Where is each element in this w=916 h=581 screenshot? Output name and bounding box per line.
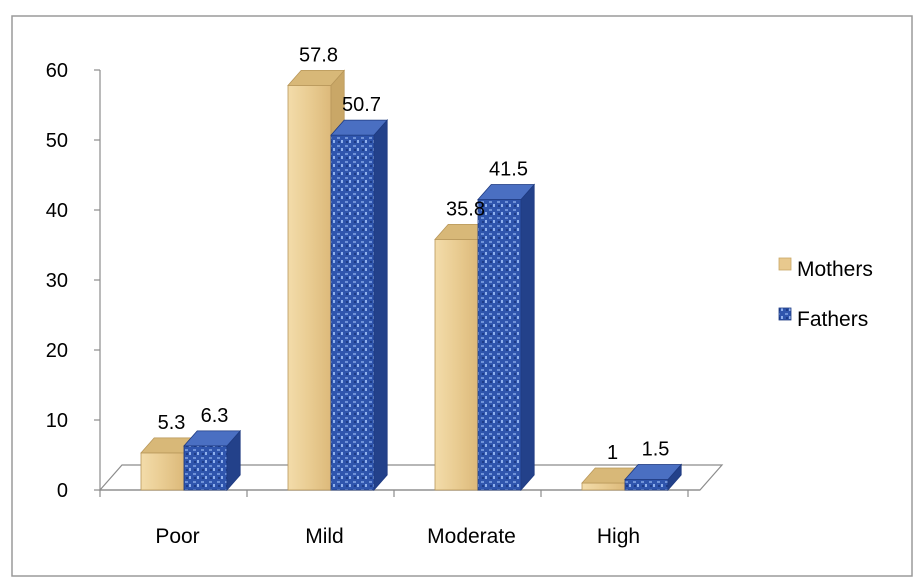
data-label: 1 xyxy=(607,442,618,464)
data-label: 57.8 xyxy=(299,44,338,66)
bar-front-face xyxy=(582,483,625,490)
y-tick-label: 20 xyxy=(46,340,68,362)
y-tick-label: 50 xyxy=(46,130,68,152)
legend-label-mothers: Mothers xyxy=(797,258,873,281)
bar-side-face xyxy=(374,120,387,490)
data-label: 35.8 xyxy=(446,198,485,220)
y-tick-label: 30 xyxy=(46,270,68,292)
bar-fathers xyxy=(331,120,387,490)
data-label: 50.7 xyxy=(342,94,381,116)
y-tick-label: 60 xyxy=(46,60,68,82)
x-tick-label: High xyxy=(597,525,640,548)
data-label: 6.3 xyxy=(201,405,229,427)
data-label: 41.5 xyxy=(489,159,528,181)
data-label: 5.3 xyxy=(158,412,186,434)
bar-front-face xyxy=(435,239,478,490)
x-tick-label: Poor xyxy=(155,525,199,548)
bar-side-face xyxy=(521,185,534,491)
data-label: 1.5 xyxy=(642,439,670,461)
bar-front-face xyxy=(184,446,227,490)
y-tick-label: 0 xyxy=(57,480,68,502)
bar-fathers xyxy=(478,185,534,491)
bar-front-face xyxy=(288,85,331,490)
legend-label-fathers: Fathers xyxy=(797,308,868,331)
bar-fathers xyxy=(184,431,240,490)
bar-front-face xyxy=(141,453,184,490)
legend-swatch-fathers xyxy=(779,308,791,320)
legend-swatch-mothers xyxy=(779,258,791,270)
x-tick-label: Mild xyxy=(305,525,344,548)
x-tick-label: Moderate xyxy=(427,525,516,548)
y-tick-label: 40 xyxy=(46,200,68,222)
y-tick-label: 10 xyxy=(46,410,68,432)
bar-front-face xyxy=(478,200,521,491)
bar-front-face xyxy=(625,480,668,491)
bar-front-face xyxy=(331,135,374,490)
